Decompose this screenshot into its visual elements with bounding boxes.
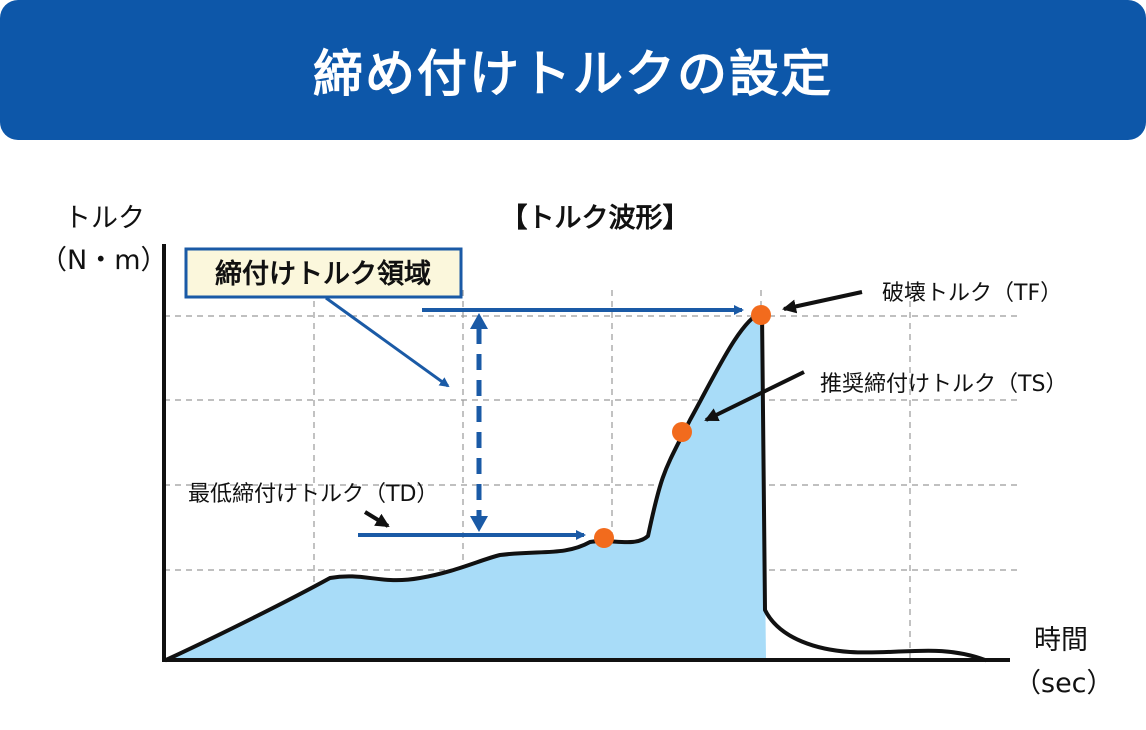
x-axis-unit: （sec） [1014, 668, 1114, 699]
torque-curve-line [164, 310, 987, 662]
x-axis-label: 時間 [1034, 625, 1088, 656]
region-pointer [325, 296, 450, 388]
tf-pointer [782, 290, 863, 314]
axes [162, 244, 1010, 662]
ts-label: 推奨締付けトルク（TS） [820, 372, 1067, 397]
torque-curve-fill [166, 312, 766, 660]
ts-pointer [704, 370, 805, 422]
td-pointer [363, 510, 390, 528]
ts-marker [672, 422, 692, 442]
diagram-heading: 【トルク波形】 [501, 203, 690, 234]
region-range-arrow-top [470, 313, 488, 329]
y-axis-label: トルク [64, 203, 145, 234]
region-label: 締付けトルク領域 [215, 258, 431, 290]
page-title: 締め付けトルクの設定 [313, 45, 833, 103]
td-marker [594, 528, 614, 548]
tf-marker [751, 305, 771, 325]
tf-label: 破壊トルク（TF） [882, 281, 1062, 306]
y-axis-unit: （N・m） [40, 245, 168, 276]
region-label-box [184, 247, 463, 299]
title-banner: 締め付けトルクの設定 [0, 0, 1146, 140]
region-range-arrow-bottom [470, 516, 488, 532]
td-label: 最低締付けトルク（TD） [188, 482, 438, 507]
